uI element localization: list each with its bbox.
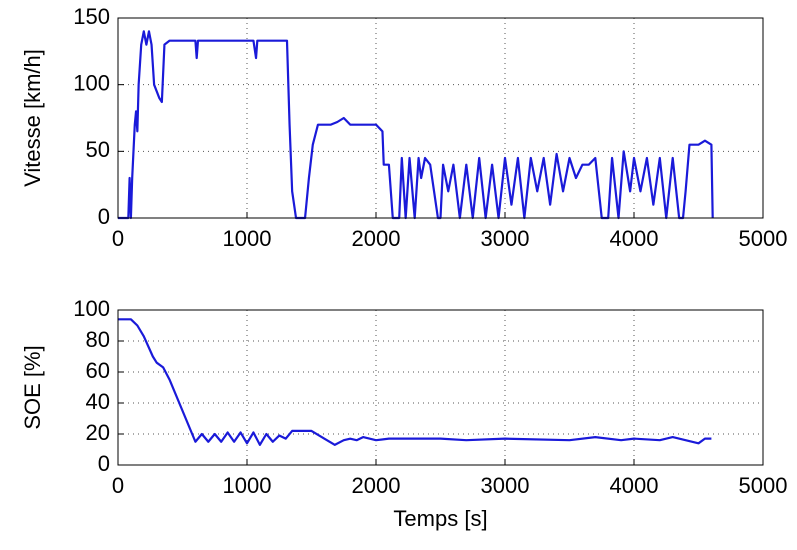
y-tick-label: 60	[86, 358, 110, 383]
y-tick-label: 40	[86, 389, 110, 414]
x-tick-label: 1000	[223, 226, 272, 251]
axes-frame	[117, 309, 764, 466]
plot-area	[118, 310, 763, 465]
x-tick-label: 2000	[352, 473, 401, 498]
axes-frame	[117, 17, 764, 219]
y-tick-label: 80	[86, 327, 110, 352]
x-tick-label: 5000	[739, 473, 788, 498]
x-tick-label: 3000	[481, 226, 530, 251]
x-tick-label: 2000	[352, 226, 401, 251]
x-tick-label: 1000	[223, 473, 272, 498]
x-tick-label: 4000	[610, 226, 659, 251]
y-tick-label: 100	[73, 296, 110, 321]
y-axis-label: Vitesse [km/h]	[20, 49, 45, 187]
plot-area	[118, 18, 763, 218]
y-tick-label: 0	[98, 451, 110, 476]
y-tick-label: 100	[73, 70, 110, 95]
x-tick-label: 0	[112, 473, 124, 498]
x-tick-label: 0	[112, 226, 124, 251]
y-tick-label: 20	[86, 420, 110, 445]
data-line	[118, 30, 714, 220]
y-tick-label: 0	[98, 204, 110, 229]
data-line	[118, 318, 712, 446]
y-tick-label: 150	[73, 4, 110, 29]
x-axis-label: Temps [s]	[393, 506, 487, 531]
x-tick-label: 4000	[610, 473, 659, 498]
x-tick-label: 3000	[481, 473, 530, 498]
y-tick-label: 50	[86, 137, 110, 162]
x-tick-label: 5000	[739, 226, 788, 251]
y-axis-label: SOE [%]	[20, 345, 45, 429]
